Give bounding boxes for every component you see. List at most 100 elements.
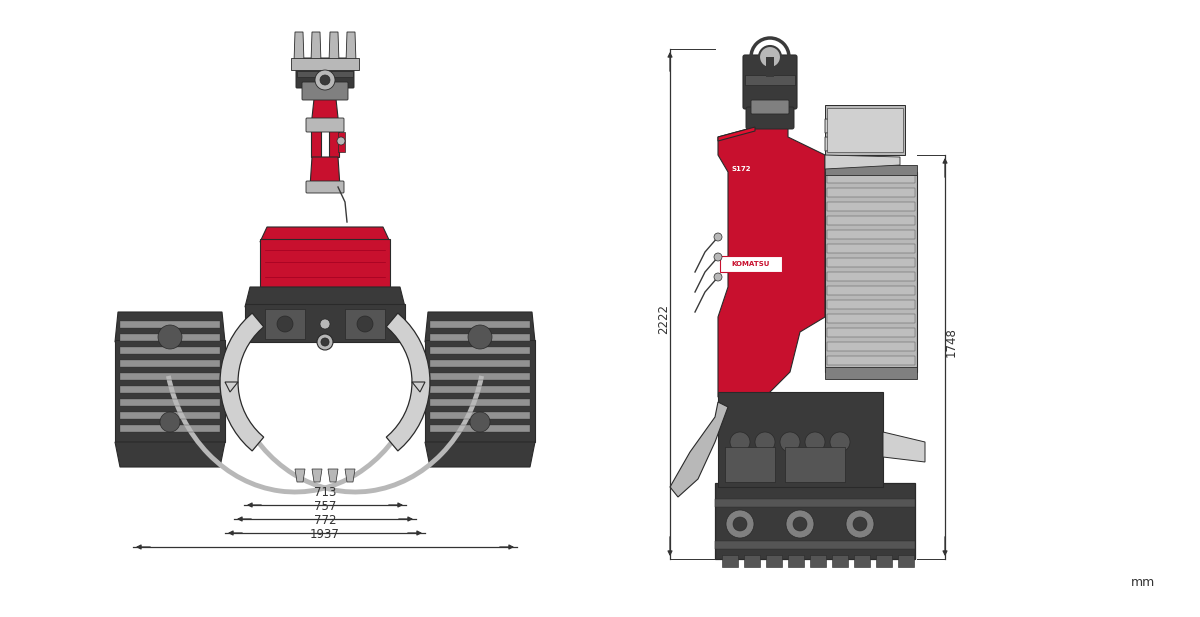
Bar [430, 321, 530, 328]
Circle shape [786, 510, 814, 538]
Polygon shape [883, 432, 925, 462]
Circle shape [714, 273, 722, 281]
Bar [120, 386, 220, 393]
Bar [827, 272, 916, 281]
Bar [827, 188, 916, 197]
Polygon shape [310, 157, 340, 187]
Bar [722, 555, 738, 567]
Bar [430, 360, 530, 367]
Bar [827, 328, 916, 337]
Bar [744, 555, 760, 567]
Bar [826, 367, 917, 379]
Bar [827, 286, 916, 295]
Bar [245, 304, 406, 342]
Bar [827, 300, 916, 309]
Bar [788, 555, 804, 567]
Circle shape [805, 432, 826, 452]
FancyBboxPatch shape [296, 58, 354, 88]
Circle shape [846, 510, 874, 538]
Circle shape [780, 432, 800, 452]
Bar [827, 108, 904, 152]
Polygon shape [245, 287, 406, 307]
Bar [120, 425, 220, 432]
Bar [298, 71, 353, 77]
Bar [745, 75, 796, 85]
Polygon shape [311, 32, 322, 62]
FancyBboxPatch shape [306, 181, 344, 193]
Bar [430, 386, 530, 393]
Polygon shape [220, 313, 264, 451]
Bar [715, 541, 916, 549]
Circle shape [714, 253, 722, 261]
Bar [827, 314, 916, 323]
Bar [329, 125, 340, 157]
Bar [311, 125, 322, 157]
Circle shape [320, 75, 330, 85]
Text: 1937: 1937 [310, 528, 340, 541]
Polygon shape [826, 155, 900, 169]
Bar [430, 334, 530, 341]
Circle shape [470, 412, 490, 432]
Polygon shape [260, 227, 390, 242]
Circle shape [320, 319, 330, 329]
Bar [430, 399, 530, 406]
Bar [826, 105, 905, 155]
Bar [292, 58, 359, 70]
Bar [827, 244, 916, 253]
Polygon shape [826, 119, 884, 133]
Bar [827, 342, 916, 351]
Text: 772: 772 [313, 514, 336, 527]
Circle shape [158, 325, 182, 349]
Circle shape [317, 334, 334, 350]
Bar [120, 347, 220, 354]
Bar [826, 172, 917, 372]
Circle shape [337, 137, 346, 145]
Polygon shape [826, 137, 892, 151]
Bar [715, 499, 916, 507]
Bar [338, 132, 346, 152]
Bar [430, 347, 530, 354]
Text: mm: mm [1130, 576, 1154, 589]
Circle shape [726, 510, 754, 538]
Polygon shape [295, 469, 305, 482]
Bar [832, 555, 848, 567]
FancyBboxPatch shape [751, 100, 790, 114]
Circle shape [760, 46, 781, 68]
Polygon shape [311, 99, 340, 127]
Polygon shape [329, 32, 340, 62]
Text: 757: 757 [314, 500, 336, 513]
Bar [346, 309, 385, 339]
Bar [826, 165, 917, 175]
Polygon shape [425, 442, 535, 467]
Bar [827, 356, 916, 365]
Bar [827, 230, 916, 239]
Polygon shape [294, 32, 304, 62]
Bar [430, 412, 530, 419]
Bar [260, 239, 390, 287]
Circle shape [160, 412, 180, 432]
Polygon shape [312, 469, 322, 482]
Polygon shape [412, 382, 425, 392]
Polygon shape [115, 312, 226, 342]
Bar [827, 202, 916, 211]
Bar [120, 334, 220, 341]
Bar [265, 309, 305, 339]
Bar [785, 447, 845, 482]
Bar [810, 555, 826, 567]
Circle shape [358, 316, 373, 332]
Text: 713: 713 [314, 486, 336, 499]
FancyBboxPatch shape [746, 107, 794, 129]
Circle shape [733, 517, 746, 531]
Bar [766, 57, 774, 77]
FancyBboxPatch shape [743, 55, 797, 109]
Bar [854, 555, 870, 567]
Circle shape [277, 316, 293, 332]
Polygon shape [328, 469, 338, 482]
Bar [898, 555, 914, 567]
Circle shape [314, 70, 335, 90]
Bar [827, 216, 916, 225]
Bar [115, 340, 226, 442]
Circle shape [468, 325, 492, 349]
Bar [120, 321, 220, 328]
Polygon shape [718, 127, 826, 397]
